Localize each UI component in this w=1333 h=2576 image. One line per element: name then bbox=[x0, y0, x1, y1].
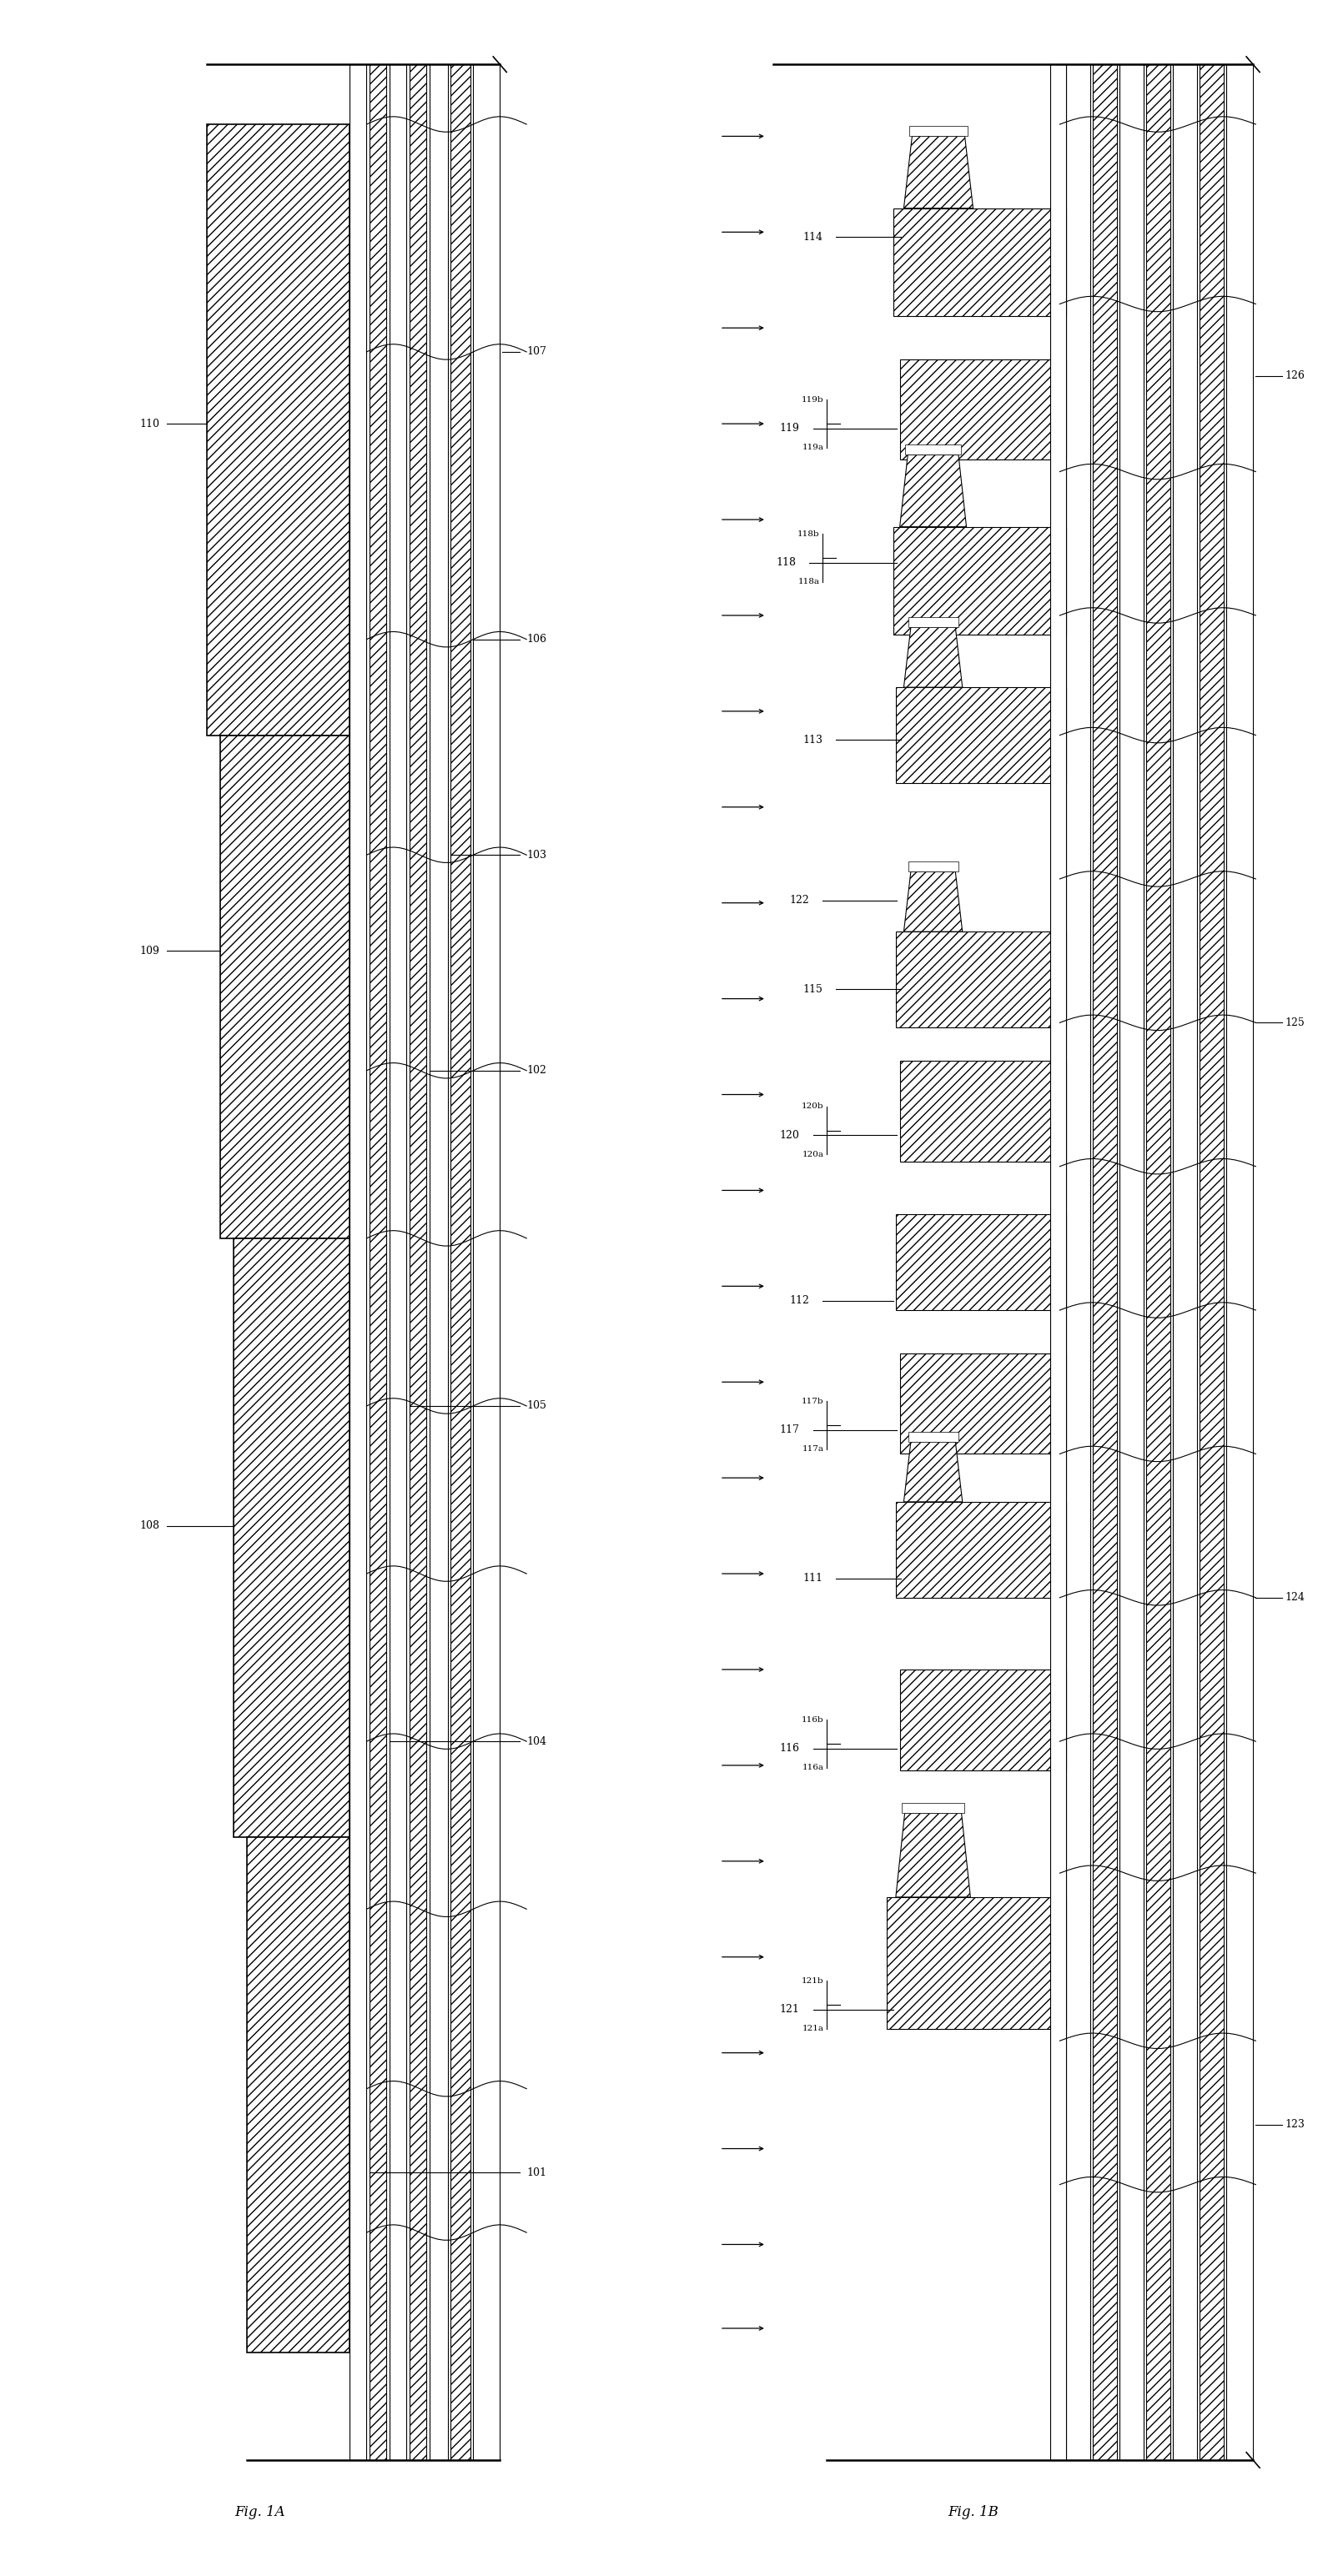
Text: 105: 105 bbox=[527, 1401, 547, 1412]
Bar bbox=[902, 1803, 964, 1814]
Text: Fig. 1B: Fig. 1B bbox=[948, 2504, 998, 2519]
Bar bbox=[908, 618, 958, 629]
Text: 125: 125 bbox=[1285, 1018, 1305, 1028]
Bar bbox=[389, 64, 407, 2460]
Bar bbox=[909, 126, 968, 137]
Bar bbox=[1093, 64, 1117, 2460]
Text: 121b: 121b bbox=[801, 1978, 824, 1984]
Text: 119b: 119b bbox=[801, 397, 824, 404]
Polygon shape bbox=[896, 1814, 970, 1896]
Polygon shape bbox=[904, 1443, 962, 1502]
Bar bbox=[896, 933, 1066, 1028]
Bar bbox=[1200, 64, 1224, 2460]
Bar bbox=[900, 1669, 1066, 1770]
Text: 113: 113 bbox=[802, 734, 822, 744]
Bar bbox=[893, 209, 1066, 317]
Text: 119a: 119a bbox=[802, 443, 824, 451]
Text: 117: 117 bbox=[780, 1425, 800, 1435]
Text: 101: 101 bbox=[527, 2166, 547, 2179]
Text: 120: 120 bbox=[780, 1131, 800, 1141]
Polygon shape bbox=[904, 137, 973, 209]
Text: 119: 119 bbox=[780, 422, 800, 433]
Text: 116a: 116a bbox=[802, 1765, 824, 1772]
Bar bbox=[1066, 64, 1090, 2460]
Bar bbox=[409, 64, 427, 2460]
Text: 120a: 120a bbox=[802, 1151, 824, 1159]
Bar bbox=[1226, 64, 1253, 2460]
Bar bbox=[886, 1896, 1066, 2030]
Polygon shape bbox=[904, 629, 962, 688]
Bar bbox=[1120, 64, 1144, 2460]
Bar bbox=[369, 64, 387, 2460]
Bar bbox=[900, 1061, 1066, 1162]
Bar bbox=[207, 124, 349, 734]
Bar bbox=[220, 734, 349, 1239]
Text: 118b: 118b bbox=[797, 531, 820, 538]
Bar bbox=[908, 860, 958, 871]
Text: 116: 116 bbox=[780, 1744, 800, 1754]
Text: 124: 124 bbox=[1285, 1592, 1305, 1602]
Text: 109: 109 bbox=[140, 945, 160, 956]
Text: 122: 122 bbox=[789, 894, 809, 907]
Text: 115: 115 bbox=[802, 984, 822, 994]
Text: 103: 103 bbox=[527, 850, 547, 860]
Text: 114: 114 bbox=[802, 232, 822, 242]
Bar bbox=[349, 64, 367, 2460]
Bar bbox=[429, 64, 448, 2460]
Bar bbox=[896, 1502, 1066, 1597]
Text: 123: 123 bbox=[1285, 2120, 1305, 2130]
Bar bbox=[908, 1432, 958, 1443]
Text: 126: 126 bbox=[1285, 371, 1305, 381]
Text: Fig. 1A: Fig. 1A bbox=[235, 2504, 285, 2519]
Bar bbox=[896, 688, 1066, 783]
Text: 121a: 121a bbox=[802, 2025, 824, 2032]
Bar bbox=[905, 446, 961, 456]
Text: 118: 118 bbox=[776, 556, 796, 569]
Bar bbox=[1050, 64, 1066, 2460]
Bar bbox=[900, 1352, 1066, 1453]
Bar bbox=[1146, 64, 1170, 2460]
Text: 108: 108 bbox=[140, 1520, 160, 1530]
Text: 120b: 120b bbox=[801, 1103, 824, 1110]
Bar bbox=[451, 64, 471, 2460]
Polygon shape bbox=[900, 456, 966, 526]
Text: 111: 111 bbox=[802, 1574, 822, 1584]
Text: 121: 121 bbox=[780, 2004, 800, 2014]
Text: 117a: 117a bbox=[802, 1445, 824, 1453]
Text: 116b: 116b bbox=[801, 1716, 824, 1723]
Bar bbox=[893, 526, 1066, 634]
Polygon shape bbox=[904, 871, 962, 933]
Bar bbox=[1173, 64, 1197, 2460]
Bar bbox=[896, 1213, 1066, 1311]
Bar bbox=[473, 64, 500, 2460]
Text: 117b: 117b bbox=[801, 1396, 824, 1404]
Text: 104: 104 bbox=[527, 1736, 547, 1747]
Bar bbox=[900, 358, 1066, 459]
Bar bbox=[233, 1239, 349, 1837]
Text: 102: 102 bbox=[527, 1064, 547, 1077]
Text: 107: 107 bbox=[527, 345, 547, 358]
Text: 118a: 118a bbox=[798, 577, 820, 585]
Text: 112: 112 bbox=[789, 1296, 809, 1306]
Text: 110: 110 bbox=[140, 417, 160, 430]
Bar bbox=[247, 1837, 349, 2352]
Text: 106: 106 bbox=[527, 634, 547, 644]
